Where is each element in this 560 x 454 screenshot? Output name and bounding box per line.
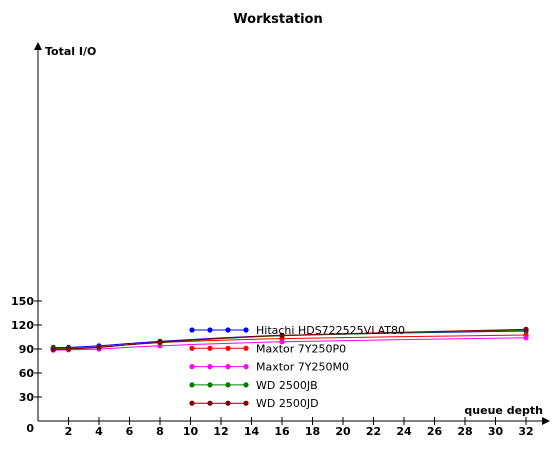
- y-axis-label: Total I/O: [45, 45, 96, 58]
- legend-swatch-marker: [243, 364, 249, 370]
- y-tick-label: 90: [19, 343, 35, 356]
- legend-swatch-marker: [225, 327, 231, 333]
- origin-label: 0: [26, 422, 34, 435]
- data-point: [279, 332, 285, 338]
- legend-swatch-marker: [225, 364, 231, 370]
- x-tick-label: 14: [244, 425, 260, 438]
- x-tick-label: 4: [95, 425, 103, 438]
- data-point: [523, 326, 529, 332]
- legend-label: Maxtor 7Y250P0: [256, 342, 346, 355]
- x-axis-label: queue depth: [464, 404, 543, 417]
- chart-title: Workstation: [233, 12, 322, 27]
- legend-swatch-marker: [189, 327, 195, 333]
- legend-swatch-marker: [207, 400, 213, 406]
- legend-swatch-marker: [189, 382, 195, 388]
- x-tick-label: 18: [305, 425, 320, 438]
- legend-swatch-marker: [189, 345, 195, 351]
- legend-swatch-marker: [243, 345, 249, 351]
- x-axis-arrow: [542, 417, 550, 425]
- x-tick-label: 12: [213, 425, 228, 438]
- y-tick-label: 120: [11, 319, 34, 332]
- legend-swatch-marker: [207, 364, 213, 370]
- legend-swatch-marker: [243, 382, 249, 388]
- legend-swatch-marker: [243, 327, 249, 333]
- series-layer: [50, 326, 529, 353]
- legend: Hitachi HDS722525VLAT80 Maxtor 7Y250P0 Max…: [189, 324, 405, 410]
- x-tick-label: 30: [488, 425, 504, 438]
- x-tick-label: 20: [335, 425, 351, 438]
- x-tick-label: 10: [183, 425, 199, 438]
- y-tick-label: 30: [19, 391, 35, 404]
- data-point: [65, 346, 72, 352]
- legend-label: Hitachi HDS722525VLAT80: [256, 324, 405, 337]
- data-point: [523, 335, 529, 341]
- y-tick-label: 60: [19, 367, 35, 380]
- x-tick-label: 28: [457, 425, 472, 438]
- legend-swatch-marker: [189, 364, 195, 370]
- x-tick-label: 16: [274, 425, 290, 438]
- x-tick-label: 22: [366, 425, 381, 438]
- x-tick-label: 6: [126, 425, 134, 438]
- legend-swatch-marker: [243, 400, 249, 406]
- x-tick-label: 2: [65, 425, 73, 438]
- legend-swatch-marker: [207, 382, 213, 388]
- legend-swatch-marker: [207, 345, 213, 351]
- legend-swatch-marker: [225, 400, 231, 406]
- legend-label: Maxtor 7Y250M0: [256, 361, 349, 374]
- data-point: [157, 339, 163, 345]
- legend-label: WD 2500JB: [256, 379, 318, 392]
- legend-swatch-marker: [189, 400, 195, 406]
- x-tick-label: 8: [156, 425, 164, 438]
- data-point: [96, 344, 102, 350]
- y-axis-arrow: [34, 42, 42, 50]
- y-tick-label: 150: [11, 295, 34, 308]
- legend-swatch-marker: [225, 382, 231, 388]
- data-point: [279, 339, 285, 345]
- legend-swatch-marker: [225, 345, 231, 351]
- legend-label: WD 2500JD: [256, 397, 319, 410]
- x-tick-label: 26: [427, 425, 443, 438]
- x-tick-label: 24: [396, 425, 412, 438]
- data-point: [50, 346, 56, 352]
- legend-swatch-marker: [207, 327, 213, 333]
- x-tick-label: 32: [518, 425, 533, 438]
